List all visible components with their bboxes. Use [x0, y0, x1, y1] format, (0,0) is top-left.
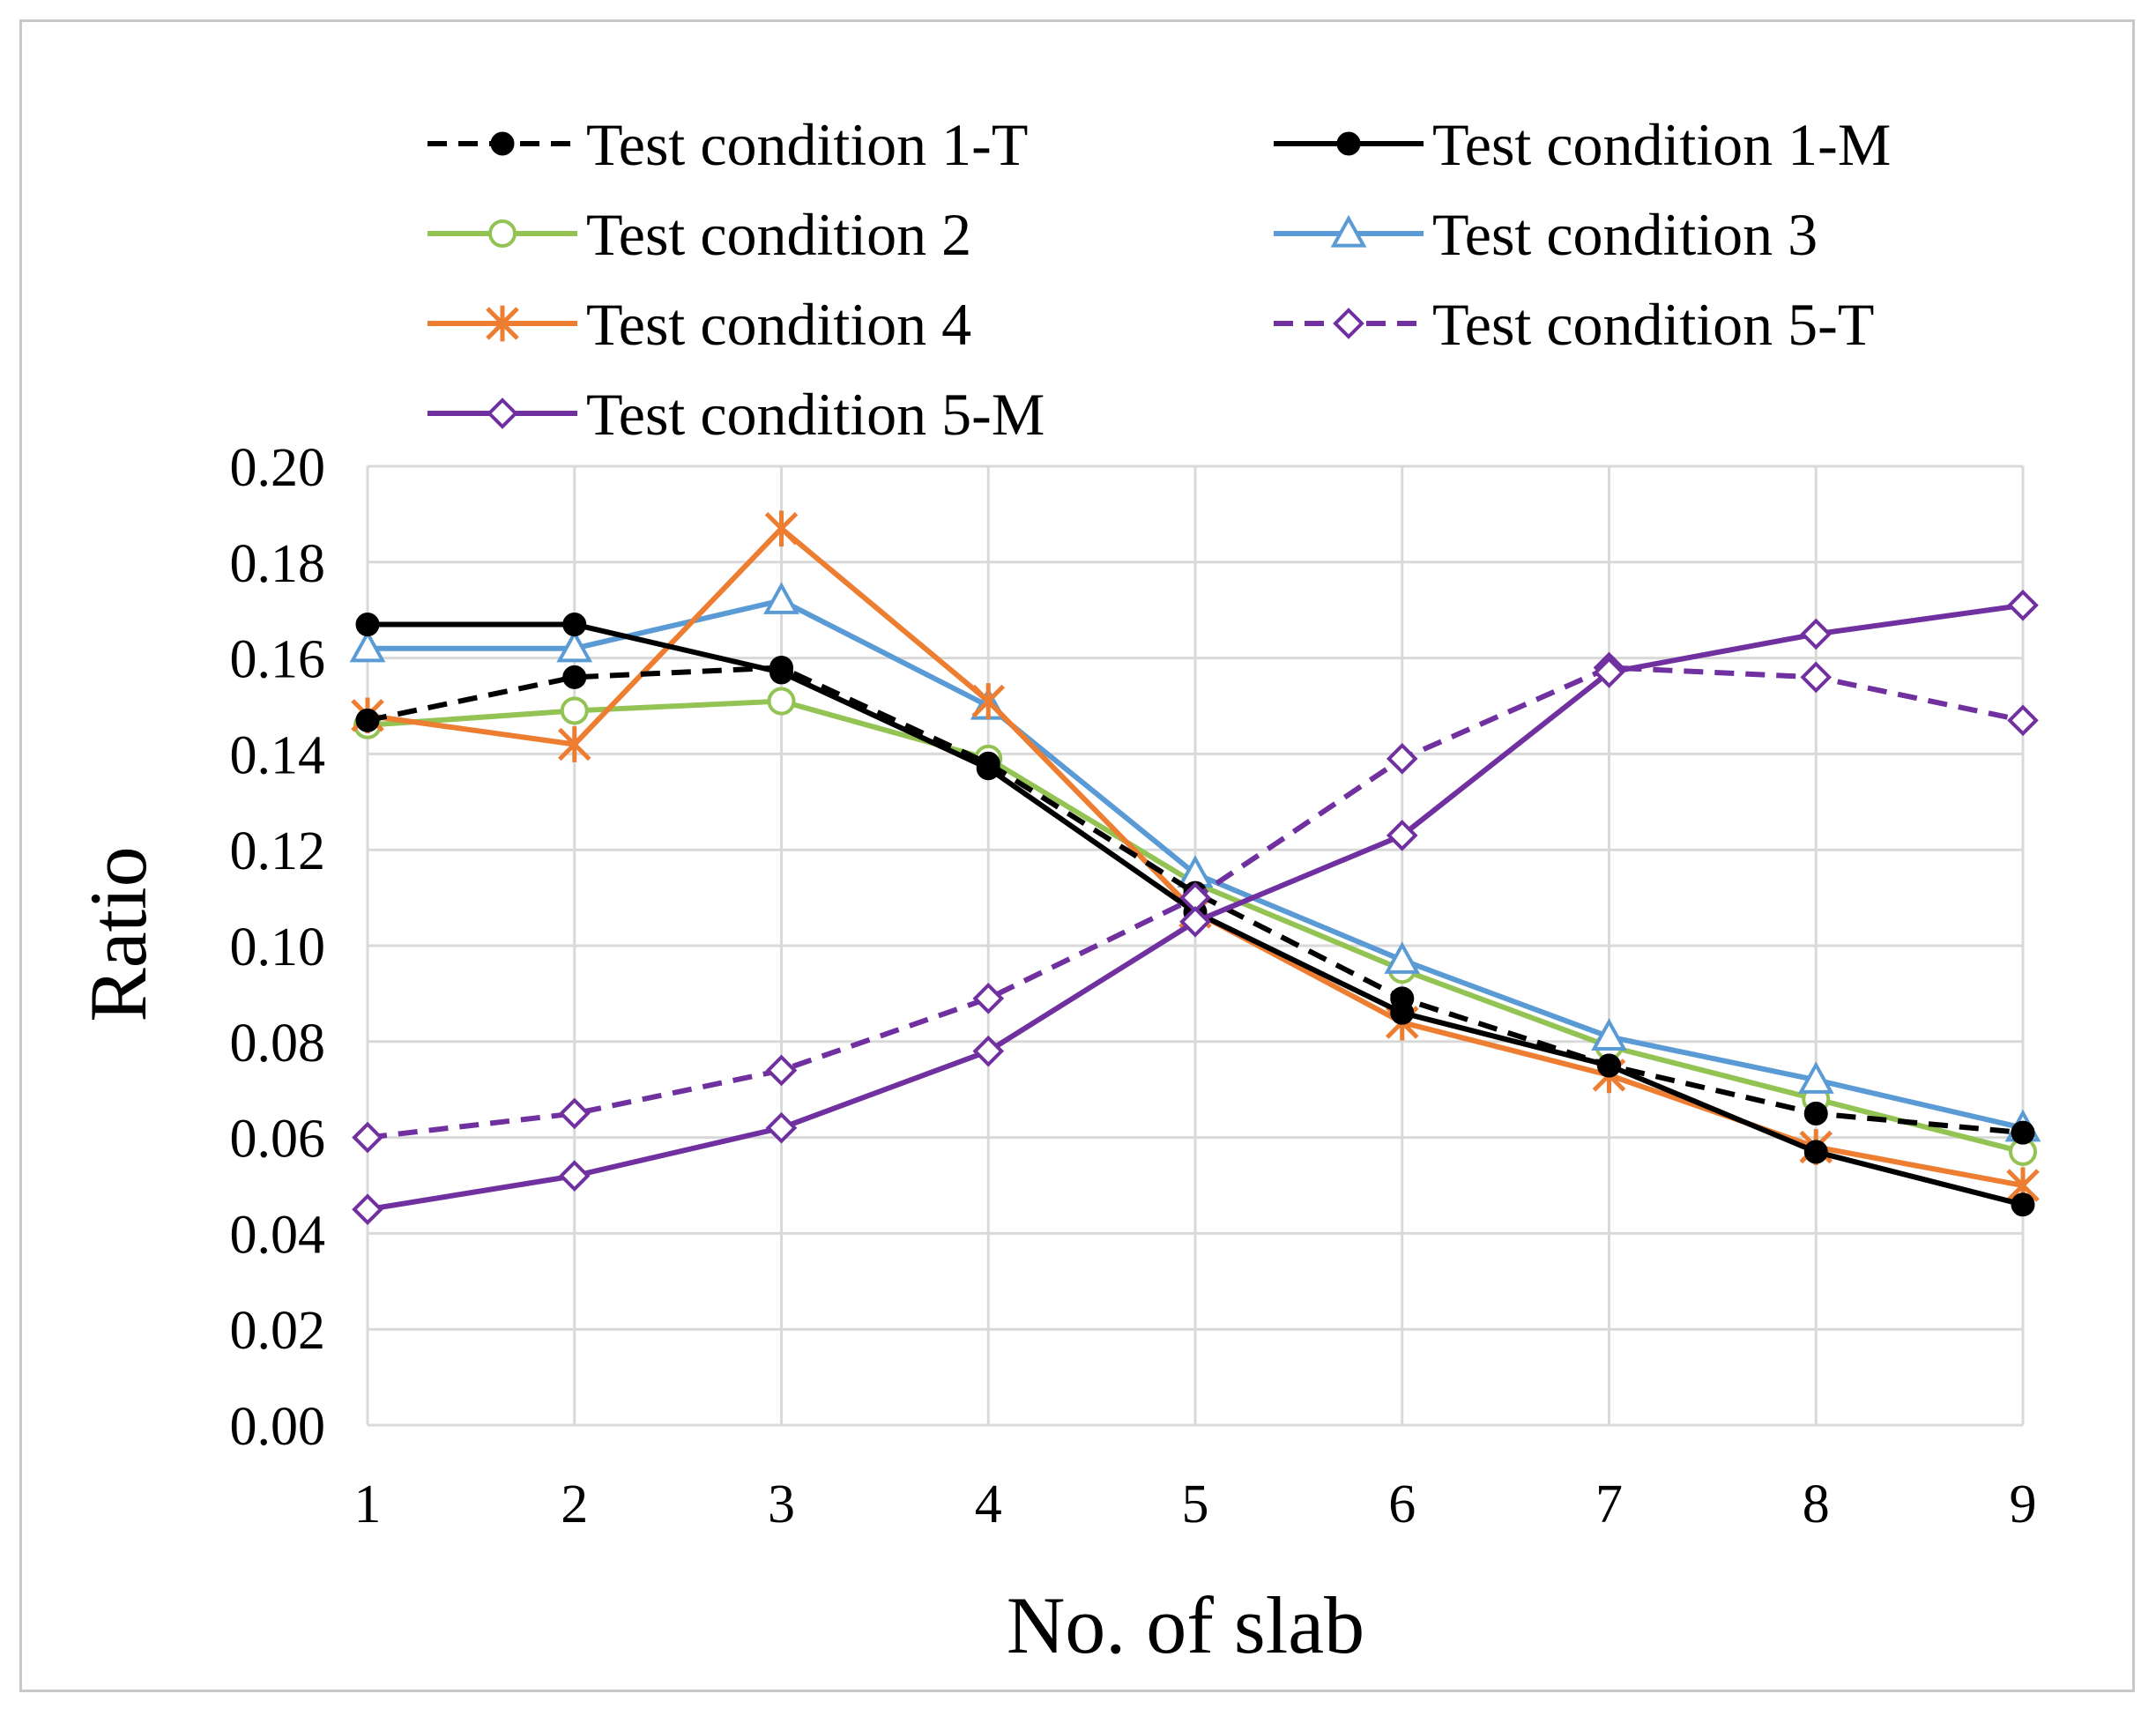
grid-layer — [366, 464, 2025, 1427]
legend-marker — [1333, 308, 1364, 339]
legend-label: Test condition 3 — [1432, 201, 1818, 268]
data-point — [1803, 1101, 1828, 1125]
data-point — [355, 613, 380, 637]
data-point — [1593, 657, 1625, 688]
data-point — [557, 726, 591, 762]
y-tick-label: 0.16 — [230, 630, 326, 690]
data-point — [1591, 1018, 1627, 1051]
line-chart: No. of slab Ratio 0.00 0.02 0.04 0.06 0.08 0.… — [73, 111, 2041, 1670]
data-point — [2011, 1192, 2035, 1217]
legend-marker — [488, 219, 517, 248]
data-point — [764, 510, 799, 547]
data-point — [767, 687, 796, 716]
legend-item: Test condition 1-M — [1274, 111, 1891, 178]
legend-marker — [1336, 131, 1361, 156]
y-tick-label: 0.14 — [230, 725, 326, 785]
legend-label: Test condition 5-T — [1432, 291, 1874, 358]
series-line — [367, 665, 2024, 1136]
data-point — [1384, 941, 1421, 974]
data-point — [352, 1121, 383, 1154]
data-point — [562, 665, 587, 689]
legend-item: Test condition 4 — [427, 291, 971, 358]
x-tick-label: 9 — [2010, 1475, 2037, 1534]
x-tick-label: 2 — [561, 1475, 588, 1534]
data-point — [1597, 1053, 1621, 1078]
y-tick-label: 0.04 — [230, 1205, 326, 1265]
x-tick-label: 3 — [768, 1475, 795, 1534]
x-tick-label: 1 — [354, 1475, 382, 1534]
legend-marker — [490, 131, 515, 156]
data-point — [1797, 1061, 1834, 1094]
data-point — [1390, 1000, 1415, 1025]
y-axis-title: Ratio — [73, 846, 163, 1021]
data-point — [765, 1054, 798, 1087]
data-point — [976, 756, 1000, 781]
y-tick-label: 0.20 — [230, 438, 326, 498]
data-point — [558, 1097, 591, 1130]
data-point — [769, 660, 793, 685]
data-point — [2007, 704, 2039, 737]
data-point — [1800, 661, 1833, 694]
data-point — [562, 613, 587, 637]
axis-layer: No. of slab Ratio 0.00 0.02 0.04 0.06 0.08 0.… — [73, 438, 2037, 1670]
x-tick-label: 8 — [1803, 1475, 1830, 1534]
x-tick-label: 7 — [1595, 1475, 1623, 1534]
data-point — [2007, 589, 2039, 621]
data-point — [355, 708, 380, 732]
series-5 — [352, 651, 2039, 1154]
data-point — [556, 629, 593, 663]
x-tick-label: 5 — [1182, 1475, 1209, 1534]
data-point — [1803, 1140, 1828, 1164]
legend-marker — [487, 397, 518, 429]
data-point — [352, 1193, 383, 1226]
data-point — [971, 683, 1006, 719]
legend-item: Test condition 5-M — [427, 381, 1045, 448]
x-tick-label: 6 — [1388, 1475, 1416, 1534]
legend-label: Test condition 1-T — [586, 111, 1028, 178]
data-point — [2011, 1120, 2035, 1145]
legend-label: Test condition 1-M — [1432, 111, 1891, 178]
legend-item: Test condition 2 — [427, 201, 971, 268]
data-point — [1179, 905, 1211, 938]
chart-frame: No. of slab Ratio 0.00 0.02 0.04 0.06 0.08 0.… — [19, 19, 2135, 1692]
y-tick-label: 0.06 — [230, 1110, 326, 1170]
data-point — [1386, 743, 1418, 775]
y-tick-label: 0.18 — [230, 534, 326, 594]
data-point — [1800, 618, 1833, 650]
y-tick-label: 0.02 — [230, 1301, 326, 1361]
series-layer — [349, 510, 2041, 1226]
legend-label: Test condition 2 — [586, 201, 971, 268]
data-point — [1386, 820, 1418, 851]
series-6 — [352, 589, 2039, 1226]
legend-item: Test condition 5-T — [1274, 291, 1874, 358]
legend-label: Test condition 5-M — [586, 381, 1045, 448]
data-point — [558, 1160, 591, 1192]
legend: Test condition 1-T Test condition 1-M Test… — [427, 111, 1891, 448]
x-tick-label: 4 — [975, 1475, 1002, 1534]
legend-label: Test condition 4 — [586, 291, 971, 358]
y-tick-label: 0.00 — [230, 1397, 326, 1457]
data-point — [763, 582, 799, 614]
y-tick-label: 0.10 — [230, 917, 326, 977]
legend-marker — [1330, 214, 1367, 248]
data-point — [349, 629, 386, 663]
data-point — [972, 1035, 1005, 1067]
y-tick-label: 0.12 — [230, 821, 326, 881]
data-point — [972, 983, 1005, 1014]
legend-marker — [486, 305, 519, 342]
data-point — [560, 696, 589, 725]
legend-item: Test condition 1-T — [427, 111, 1028, 178]
data-point — [765, 1111, 798, 1144]
x-axis-title: No. of slab — [1007, 1580, 1364, 1670]
legend-item: Test condition 3 — [1274, 201, 1818, 268]
y-tick-label: 0.08 — [230, 1014, 326, 1073]
